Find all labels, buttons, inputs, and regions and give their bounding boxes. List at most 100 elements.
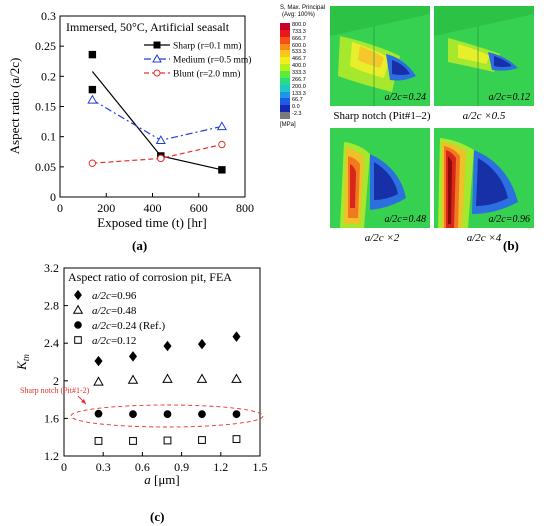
- colorbar-swatch: [280, 43, 290, 51]
- fea-image-quadruple: a/2c=0.96: [434, 128, 534, 228]
- colorbar-swatch: [280, 50, 290, 58]
- colorbar-swatch: [280, 77, 290, 85]
- colorbar-value: 466.7: [292, 56, 306, 63]
- chart-c-ytick-label: 2.4: [44, 336, 59, 350]
- chart-c-legend-label: a/2c=0.24 (Ref.): [92, 320, 165, 332]
- chart-c-ytick-label: 1.6: [44, 411, 59, 425]
- fea-image-half: a/2c=0.12: [434, 6, 534, 106]
- colorbar-swatch: [280, 57, 290, 65]
- chart-c-ytick-label: 2: [53, 374, 59, 388]
- chart-a-point: [88, 85, 97, 94]
- chart-c-legend-marker: [74, 321, 82, 329]
- chart-c-point: [128, 351, 138, 362]
- colorbar-value: 733.3: [292, 28, 306, 35]
- chart-c-legend-marker: [74, 289, 82, 301]
- chart-c-point: [129, 437, 137, 445]
- chart-a-point: [88, 159, 97, 167]
- chart-c-legend-label: a/2c=0.96: [92, 290, 137, 302]
- chart-c-point: [127, 374, 139, 384]
- chart-a-legend-marker: [153, 69, 161, 77]
- chart-c-xtick-label: 0.9: [174, 460, 189, 474]
- chart-c-ytick-label: 2.8: [44, 299, 59, 313]
- colorbar-swatch: [280, 84, 290, 92]
- chart-a-xtick-label: 200: [97, 201, 115, 215]
- colorbar-value: 0.0: [292, 104, 300, 111]
- chart-a-legend-marker: [153, 41, 161, 49]
- chart-a-xlabel: Exposed time (t) [hr]: [97, 215, 206, 230]
- chart-a-ytick-label: 0.15: [35, 100, 56, 114]
- chart-a-legend-label: Blunt (r=2.0 mm): [173, 69, 240, 80]
- chart-a-point: [218, 140, 226, 149]
- chart-c-point: [93, 376, 104, 386]
- colorbar-value: 266.7: [292, 76, 306, 83]
- fea-image-sharp-notch: a/2c=0.24: [330, 6, 430, 106]
- chart-c-point: [196, 373, 208, 383]
- chart-c-xtick-label: 1.5: [253, 460, 268, 474]
- chart-c-point: [162, 373, 173, 383]
- chart-a-series-line: [92, 99, 223, 141]
- colorbar-value: 666.7: [292, 35, 306, 42]
- colorbar-value: 400.0: [292, 63, 306, 70]
- chart-a-legend-label: Sharp (r=0.1 mm): [173, 41, 241, 52]
- chart-c-point: [163, 436, 172, 445]
- chart-c-xtick-label: 1.2: [213, 460, 228, 474]
- chart-a-point: [218, 166, 226, 174]
- chart-c-point: [163, 340, 172, 352]
- chart-c-frame: [63, 267, 261, 457]
- colorbar-value: 533.3: [292, 49, 306, 56]
- colorbar-title-1: S, Max. Principal: [280, 5, 326, 11]
- sharp-notch-ellipse: [70, 404, 264, 428]
- fea-image-double: a/2c=0.48: [330, 128, 430, 228]
- colorbar-swatch: [280, 64, 290, 71]
- colorbar-swatch: [280, 105, 290, 113]
- chart-a-ytick-label: 0.2: [41, 69, 56, 83]
- colorbar-value: -2.3: [292, 111, 302, 118]
- chart-c-point: [198, 436, 206, 444]
- chart-a: 0 200 400 600 800 0 0.05 0.1 0.15 0.2 0.25 0.3 Imme…: [7, 9, 254, 230]
- panel-c-label: (c): [150, 509, 165, 524]
- fea-image-quadruple-tag: a/2c=0.96: [489, 214, 530, 225]
- chart-c-legend-label: a/2c=0.48: [92, 305, 137, 317]
- chart-a-point: [155, 135, 166, 144]
- chart-c-point: [232, 435, 241, 443]
- chart-c-point: [232, 331, 241, 342]
- colorbar-value: 66.7: [292, 97, 303, 104]
- annotation-arrowhead: [81, 399, 86, 404]
- panel-b-label: (b): [503, 238, 519, 253]
- colorbar-swatch: [280, 71, 290, 78]
- chart-a-xtick-label: 0: [57, 201, 63, 215]
- colorbar-value: 200.0: [292, 83, 306, 90]
- chart-a-xtick-label: 400: [144, 201, 162, 215]
- fea-image-half-tag: a/2c=0.12: [489, 92, 530, 103]
- chart-a-xtick-label: 800: [236, 201, 254, 215]
- chart-a-title: Immersed, 50°C, Artificial seasalt: [66, 20, 230, 34]
- fea-caption-sharp-notch: Sharp notch (Pit#1–2): [333, 110, 431, 122]
- fea-caption-half: a/2c ×0.5: [462, 110, 506, 122]
- chart-c-point: [94, 355, 103, 367]
- chart-a-point: [216, 121, 227, 131]
- chart-a-ytick-label: 0.1: [41, 130, 56, 144]
- colorbar-swatch: [280, 98, 290, 106]
- chart-a-xtick-label: 600: [190, 201, 208, 215]
- chart-c-ytick-label: 1.2: [44, 449, 59, 463]
- colorbar-value: 600.0: [292, 42, 306, 49]
- fea-caption-quadruple: a/2c ×4: [466, 232, 502, 244]
- chart-c-point: [94, 409, 103, 418]
- fea-caption-double: a/2c ×2: [364, 232, 400, 244]
- chart-a-point: [88, 50, 97, 59]
- panel-a-label: (a): [132, 238, 148, 253]
- chart-a-point: [157, 154, 165, 163]
- chart-c-ylabel: Ktn: [14, 354, 31, 371]
- chart-a-legend-label: Medium (r=0.5 mm): [173, 55, 251, 66]
- fea-image-sharp-notch-tag: a/2c=0.24: [385, 92, 426, 103]
- colorbar-value: 800.0: [292, 22, 306, 28]
- colorbar-swatch: [280, 36, 290, 44]
- colorbar-value: 333.3: [292, 70, 306, 76]
- chart-c-title: Aspect ratio of corrosion pit, FEA: [68, 270, 232, 284]
- chart-a-ytick-label: 0.25: [35, 39, 56, 53]
- colorbar-unit: [MPa]: [280, 122, 296, 128]
- chart-c-legend-marker: [74, 336, 82, 344]
- chart-c-xtick-label: 0.6: [135, 460, 150, 474]
- annotation-label: Sharp notch (Pit#1-2): [20, 386, 90, 395]
- chart-c-point: [94, 437, 103, 445]
